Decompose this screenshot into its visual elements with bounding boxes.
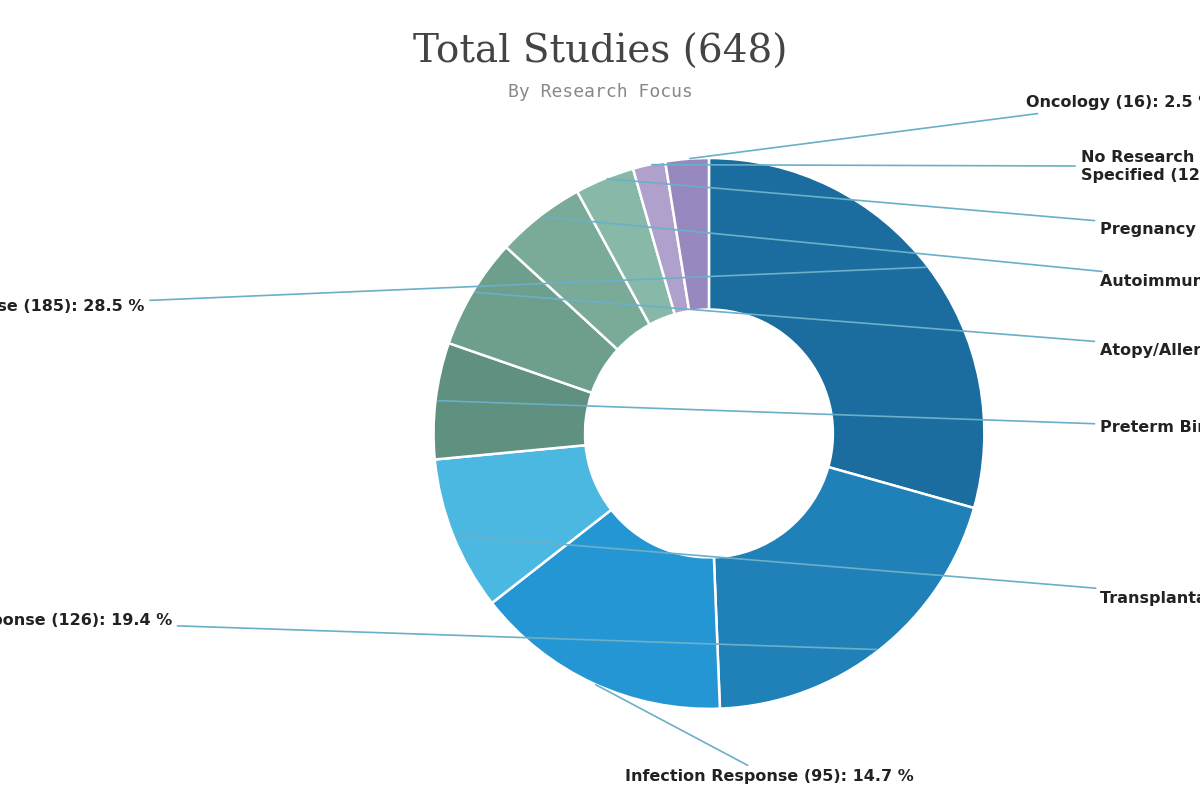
Wedge shape	[709, 158, 984, 508]
Wedge shape	[506, 191, 649, 350]
Text: No Research Focus
Specified (12): 1.9 %: No Research Focus Specified (12): 1.9 %	[652, 150, 1200, 182]
Wedge shape	[714, 467, 974, 709]
Text: Pregnancy (22): 3.4 %: Pregnancy (22): 3.4 %	[607, 179, 1200, 237]
Wedge shape	[433, 343, 592, 459]
Wedge shape	[665, 158, 709, 311]
Text: Immune Response (126): 19.4 %: Immune Response (126): 19.4 %	[0, 614, 877, 650]
Text: Transplantation (57): 8.8 %: Transplantation (57): 8.8 %	[456, 535, 1200, 606]
Text: Atopy/Allergy (41): 6.3 %: Atopy/Allergy (41): 6.3 %	[475, 293, 1200, 358]
Wedge shape	[434, 445, 611, 603]
Wedge shape	[634, 162, 689, 314]
Wedge shape	[449, 247, 618, 393]
Text: Oncology (16): 2.5 %: Oncology (16): 2.5 %	[690, 95, 1200, 158]
Text: Vaccine Response (185): 28.5 %: Vaccine Response (185): 28.5 %	[0, 267, 925, 314]
Text: Preterm Birth (43): 6.6 %: Preterm Birth (43): 6.6 %	[438, 401, 1200, 435]
Text: Total Studies (648): Total Studies (648)	[413, 34, 787, 70]
Wedge shape	[492, 510, 720, 709]
Wedge shape	[577, 169, 674, 325]
Text: By Research Focus: By Research Focus	[508, 83, 692, 101]
Text: Infection Response (95): 14.7 %: Infection Response (95): 14.7 %	[595, 685, 914, 785]
Text: Autoimmune (33): 5.1 %: Autoimmune (33): 5.1 %	[542, 217, 1200, 290]
